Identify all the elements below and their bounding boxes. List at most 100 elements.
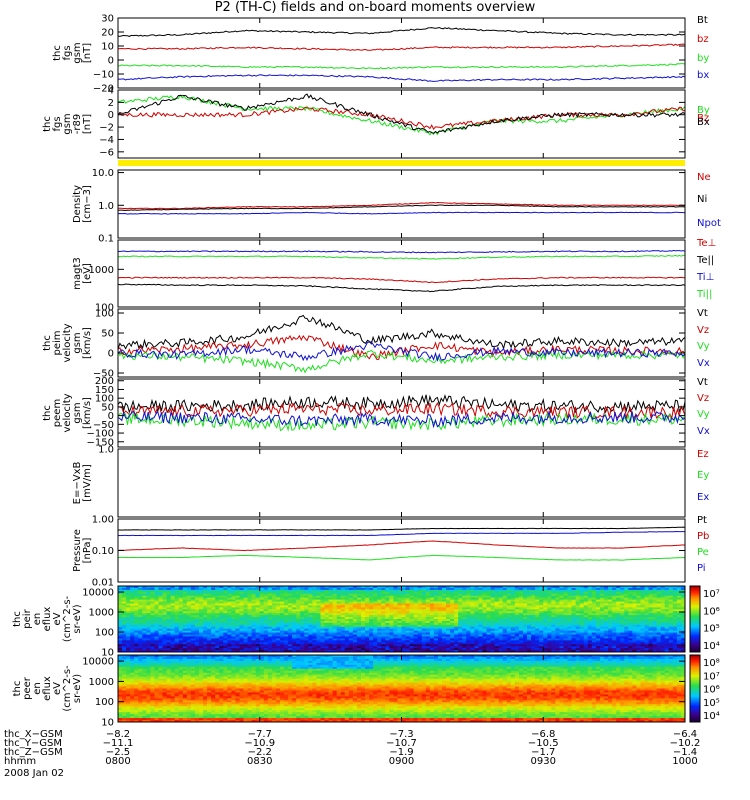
ylabel-temp-1: [eV]	[82, 263, 93, 284]
legend-pressure-2: Pe	[697, 547, 709, 558]
legend-peim-1: Vz	[697, 325, 709, 336]
ytick-label-peem: −150	[87, 437, 114, 448]
legend-peim-0: Vt	[697, 308, 708, 319]
series-peim-3	[117, 341, 686, 363]
ytick-label-fgs: −10	[93, 70, 114, 81]
panel-pressure: Pt Pb Pe Pi 1.00 0.10 0.01 Pressure [nPa]	[72, 515, 709, 589]
ytick-label-peer: 100	[95, 697, 114, 708]
ylabel-peim-1: peim	[52, 330, 63, 355]
legend-fgs_dtr-2: Bx	[697, 117, 710, 128]
ylabel-peer-1: peer	[22, 676, 33, 700]
ylabel-peim-0: thc	[42, 335, 53, 351]
ephemeris-label-2: thc_Z−GSM	[4, 747, 63, 758]
series-pressure-1	[117, 540, 685, 552]
ephemeris-value-1-0: −11.1	[103, 738, 134, 749]
legend-efield-2: Ex	[697, 492, 709, 503]
ylabel-peim-4: [km/s]	[82, 327, 93, 359]
ytick-label-peem: 200	[95, 376, 114, 387]
ylabel-peer-4: eV	[52, 682, 63, 695]
ytick-label-pressure: 1.00	[92, 515, 114, 526]
colorbar-peer: 10⁸ 10⁷ 10⁶ 10⁵ 10⁴	[689, 654, 720, 723]
legend-fgs-3: bx	[697, 70, 709, 81]
legend-temp-0: Te⊥	[696, 238, 716, 249]
ytick-label-fgs_dtr: 0	[108, 110, 114, 121]
ytick-label-temp: 1000	[89, 265, 114, 276]
ephemeris-value-1-1: −10.9	[244, 738, 275, 749]
panel-fgs: Bt bz by bx 30 20 10 0 −10 −20 thc fgs gsm [nT]	[52, 14, 709, 95]
panel-peer: 10⁸ 10⁷ 10⁶ 10⁵ 10⁴ 10000 1000 100 10 thc peer en ef…	[12, 654, 720, 729]
ylabel-fgs-1: fgs	[62, 45, 73, 60]
ytick-label-density: 1.0	[98, 201, 114, 212]
ylabel-fgs-3: [nT]	[82, 43, 93, 63]
ytick-label-fgs: −20	[93, 84, 114, 95]
ylabel-efield-0: E=−VxB	[72, 462, 83, 505]
series-fgs_dtr-1	[117, 106, 686, 131]
legend-peim-3: Vx	[697, 358, 710, 369]
ylabel-peem-1: peem	[52, 399, 63, 427]
frame-temp	[117, 239, 686, 308]
ephemeris-value-2-0: −2.5	[106, 747, 130, 758]
ytick-label-fgs: 30	[101, 14, 114, 25]
ephemeris-value-1-2: −10.7	[386, 738, 417, 749]
ephemeris-value-0-1: −7.7	[248, 729, 272, 740]
ylabel-temp-0: magt3	[72, 257, 83, 290]
series-peim-1	[117, 334, 686, 361]
ytick-label-peir: 10	[101, 648, 114, 659]
legend-peem-2: Vy	[697, 409, 710, 420]
chart-title: P2 (TH-C) fields and on-board moments ov…	[214, 0, 536, 15]
ephemeris-value-2-2: −1.9	[389, 747, 413, 758]
ytick-label-peem: 100	[95, 394, 114, 405]
legend-fgs_dtr-1: Bz	[697, 113, 709, 124]
separator-bar	[118, 160, 685, 166]
ytick-label-peem: −50	[93, 420, 114, 431]
ytick-label-peem: 50	[101, 402, 114, 413]
series-density-0	[118, 201, 686, 210]
ephemeris-value-0-3: −6.8	[531, 729, 555, 740]
legend-density-0: Ne	[697, 172, 711, 183]
ytick-label-peem: 0	[108, 411, 114, 422]
ephemeris-value-3-2: 0900	[389, 756, 414, 767]
ephemeris-label-0: thc_X−GSM	[4, 729, 63, 740]
legend-peem-3: Vx	[697, 426, 710, 437]
series-pressure-0	[118, 526, 686, 531]
frame-peem	[117, 378, 686, 448]
colorbar-label-peer: 10⁵	[703, 698, 720, 709]
legend-peem-1: Vz	[697, 393, 709, 404]
ylabel-peem-3: gsm	[72, 402, 83, 423]
ytick-label-peer: 10	[101, 718, 114, 729]
ylabel-efield-1: [mV/m]	[82, 464, 93, 502]
ylabel-peer-0: thc	[12, 681, 23, 697]
ytick-label-peim: 50	[101, 329, 114, 340]
frame-fgs	[117, 17, 686, 89]
ylabel-peer-6: sr-eV)	[72, 674, 83, 703]
colorbar-label-peer: 10⁴	[703, 711, 720, 722]
series-peem-3	[117, 410, 686, 429]
ylabel-density-0: Density	[72, 185, 83, 223]
ytick-label-pressure: 0.10	[92, 546, 114, 557]
ytick-label-peir: 100	[95, 628, 114, 639]
series-fgs-1	[117, 43, 686, 51]
colorbar-label-peir: 10⁶	[703, 606, 720, 617]
ephemeris-value-0-0: −8.2	[106, 729, 130, 740]
series-temp-2	[117, 249, 686, 254]
heatmap-cells-peer	[118, 655, 686, 723]
legend-pressure-3: Pi	[697, 563, 706, 574]
ytick-label-fgs_dtr: 2	[108, 98, 114, 109]
ylabel-peir-4: eV	[52, 612, 63, 625]
ylabel-peir-5: (cm^2-s-	[62, 595, 73, 642]
ephemeris-value-3-0: 0800	[105, 756, 130, 767]
series-fgs_dtr-0	[117, 94, 686, 136]
legend-temp-2: Ti⊥	[696, 272, 714, 283]
frame-efield	[117, 448, 686, 518]
ytick-label-temp: 100	[95, 303, 114, 314]
series-peim-0	[117, 314, 686, 350]
ylabel-peir-6: sr-eV)	[72, 604, 83, 633]
ylabel-peer-3: eflux	[42, 676, 53, 701]
series-density-2	[117, 211, 686, 215]
ephemeris-value-0-2: −7.3	[389, 729, 413, 740]
ytick-label-peim: 100	[95, 309, 114, 320]
ytick-label-pressure: 0.01	[92, 578, 114, 589]
